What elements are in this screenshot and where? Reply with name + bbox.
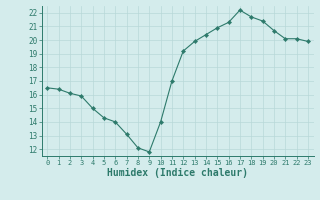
X-axis label: Humidex (Indice chaleur): Humidex (Indice chaleur) xyxy=(107,168,248,178)
